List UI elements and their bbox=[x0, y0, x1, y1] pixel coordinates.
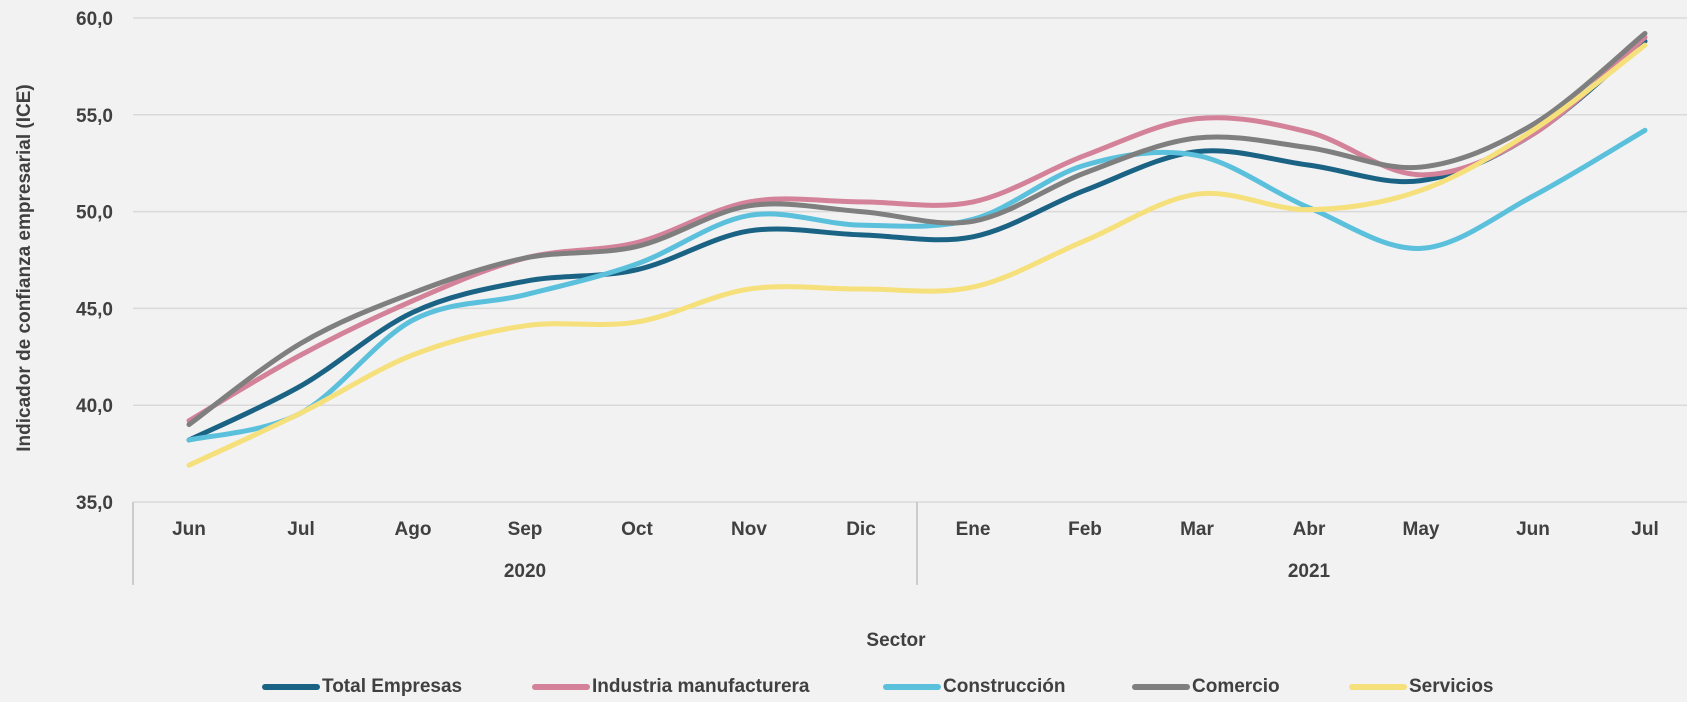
series-line-construccion bbox=[186, 127, 1648, 443]
year-group-label: 2021 bbox=[1288, 561, 1331, 582]
legend-swatch bbox=[883, 684, 941, 690]
x-tick-label: Sep bbox=[508, 519, 543, 540]
x-tick-label: Ene bbox=[956, 519, 991, 540]
x-tick-label: Oct bbox=[621, 519, 653, 540]
x-tick-label: Abr bbox=[1293, 519, 1326, 540]
series-line-industria-manufacturera bbox=[186, 34, 1648, 424]
legend-item-construccion: Construcción bbox=[883, 676, 1065, 698]
x-axis-title: Sector bbox=[866, 630, 926, 651]
series-line-total-empresas bbox=[186, 38, 1648, 443]
legend-label: Construcción bbox=[943, 676, 1066, 697]
legend-label: Industria manufacturera bbox=[592, 676, 810, 697]
series-line-servicios bbox=[186, 42, 1648, 468]
y-tick-label: 50,0 bbox=[76, 203, 113, 224]
y-tick-label: 55,0 bbox=[76, 106, 113, 127]
y-tick-label: 40,0 bbox=[76, 396, 113, 417]
x-tick-label: Nov bbox=[731, 519, 767, 540]
x-tick-label: Dic bbox=[846, 519, 876, 540]
legend-item-industria-manufacturera: Industria manufacturera bbox=[532, 676, 810, 698]
x-axis: Jun Jul Ago Sep Oct Nov Dic Ene Feb Mar Abr May Jun J… bbox=[132, 502, 1659, 585]
legend-item-total-empresas: Total Empresas bbox=[262, 676, 462, 698]
legend-label: Total Empresas bbox=[322, 676, 463, 697]
gridlines bbox=[133, 17, 1687, 503]
y-tick-label: 45,0 bbox=[76, 299, 113, 320]
x-tick-label: Feb bbox=[1068, 519, 1102, 540]
legend-swatch bbox=[532, 684, 590, 690]
legend-swatch bbox=[262, 684, 320, 690]
series-lines bbox=[186, 30, 1648, 468]
legend-item-comercio: Comercio bbox=[1132, 676, 1280, 698]
x-tick-label: Jul bbox=[1631, 519, 1658, 540]
x-tick-label: Jul bbox=[287, 519, 314, 540]
legend-swatch bbox=[1349, 684, 1407, 690]
legend-label: Servicios bbox=[1409, 676, 1494, 697]
y-tick-label: 35,0 bbox=[76, 493, 113, 514]
y-axis-title: Indicador de confianza empresarial (ICE) bbox=[14, 84, 35, 451]
legend-item-servicios: Servicios bbox=[1349, 676, 1494, 698]
line-chart: 35,0 40,0 45,0 50,0 55,0 60,0 Jun Jul Ago Sep Oct… bbox=[14, 9, 1687, 651]
y-tick-label: 60,0 bbox=[76, 9, 113, 30]
x-tick-label: Jun bbox=[172, 519, 206, 540]
x-tick-label: May bbox=[1403, 519, 1440, 540]
x-tick-label: Mar bbox=[1180, 519, 1214, 540]
x-tick-label: Ago bbox=[395, 519, 432, 540]
y-axis-ticks: 35,0 40,0 45,0 50,0 55,0 60,0 bbox=[76, 9, 113, 514]
legend-label: Comercio bbox=[1192, 676, 1280, 697]
year-group-label: 2020 bbox=[504, 561, 546, 582]
x-tick-label: Jun bbox=[1516, 519, 1550, 540]
chart-legend: Total Empresas Industria manufacturera Con… bbox=[0, 676, 1687, 702]
legend-swatch bbox=[1132, 684, 1190, 690]
series-line-comercio bbox=[186, 30, 1648, 428]
